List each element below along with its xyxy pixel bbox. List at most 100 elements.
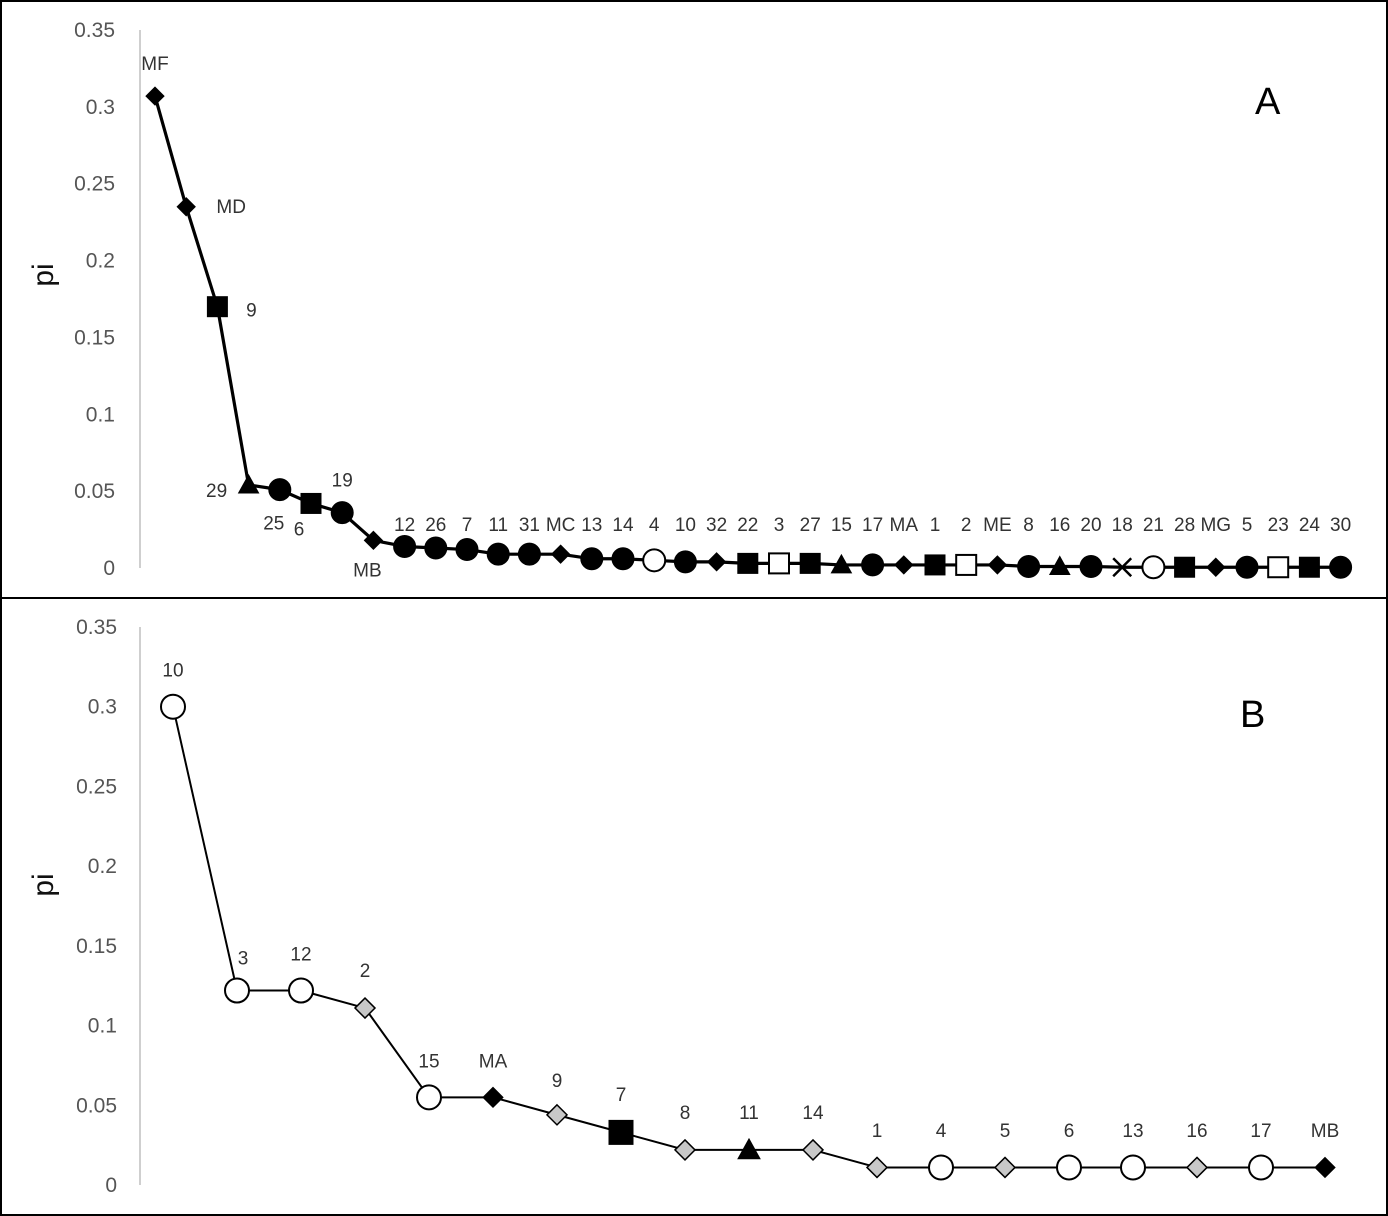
panel-a-marker-32 xyxy=(706,552,727,572)
panel-b-marker-15 xyxy=(416,1084,442,1111)
panel-b-marker-17 xyxy=(1248,1154,1274,1181)
panel-a-marker-15 xyxy=(830,553,853,574)
panel-a-marker-18 xyxy=(1112,557,1133,578)
panel-a-marker-13 xyxy=(580,547,604,571)
panel-b-point-label-13: 13 xyxy=(1122,1121,1143,1142)
panel-b-marker-4 xyxy=(928,1154,954,1181)
panel-a-marker-14 xyxy=(611,547,635,571)
panel-b-point-label-mb: MB xyxy=(1311,1121,1340,1142)
panel-b: B pi 00.050.10.150.20.250.30.35 103 12215… xyxy=(0,597,1388,1216)
panel-a-point-label-12: 12 xyxy=(394,515,415,536)
panel-b-y-tick-label: 0.2 xyxy=(88,855,117,878)
panel-a-markers xyxy=(145,86,1353,580)
panel-b-point-label-7: 7 xyxy=(616,1085,627,1106)
panel-a-marker-mb xyxy=(363,530,384,551)
panel-a-letter: A xyxy=(1255,81,1281,123)
panel-b-point-label-3: 3 xyxy=(238,948,249,969)
panel-a-marker-md xyxy=(176,197,196,217)
panel-a-marker-28 xyxy=(1174,556,1196,578)
panel-b-point-label-9: 9 xyxy=(552,1071,563,1092)
panel-a-marker-25 xyxy=(268,478,292,502)
panel-a-point-label-mf: MF xyxy=(141,54,168,75)
panel-b-y-axis-label: pi xyxy=(27,873,60,896)
panel-b-marker-2 xyxy=(353,996,377,1020)
panel-a-point-label-16: 16 xyxy=(1049,515,1070,536)
panel-a-marker-29 xyxy=(237,473,260,494)
panel-a-point-label-29: 29 xyxy=(206,481,227,502)
panel-b-point-label-6: 6 xyxy=(1064,1121,1075,1142)
panel-a-point-label-md: MD xyxy=(216,197,246,218)
panel-b-marker-13 xyxy=(1120,1154,1146,1181)
panel-a-point-label-4: 4 xyxy=(649,515,660,536)
panel-a-y-axis-label: pi xyxy=(27,263,60,286)
panel-a-point-label-11: 11 xyxy=(488,515,508,536)
panel-a-point-label-26: 26 xyxy=(425,515,446,536)
panel-a-marker-20 xyxy=(1079,554,1103,578)
panel-b-point-label-1: 1 xyxy=(872,1121,883,1142)
panel-b-marker-14 xyxy=(801,1138,825,1161)
panel-a-marker-16 xyxy=(1048,555,1071,575)
panel-a-point-label-3: 3 xyxy=(774,515,785,536)
panel-a-point-label-9: 9 xyxy=(246,301,257,322)
panel-b-marker-11 xyxy=(737,1137,761,1160)
panel-a-point-label-1: 1 xyxy=(930,515,941,536)
panel-b-point-label-4: 4 xyxy=(936,1121,947,1142)
panel-b-marker-9 xyxy=(545,1103,569,1126)
panel-b-point-label-15: 15 xyxy=(418,1051,439,1072)
panel-b-y-ticks: 0 0.05 0.1 0.15 0.2 0.25 0.3 0.35 xyxy=(76,616,117,1197)
panel-a-point-label-25: 25 xyxy=(263,514,284,535)
panel-a-point-label-mc: MC xyxy=(546,515,576,536)
panel-a-point-label-me: ME xyxy=(983,515,1012,536)
panel-a-marker-21 xyxy=(1141,555,1166,580)
panel-a-marker-17 xyxy=(861,553,885,577)
panel-b-point-label-11: 11 xyxy=(739,1103,759,1124)
panel-b-y-tick-label: 0.25 xyxy=(76,775,117,798)
panel-b-marker-12 xyxy=(288,977,314,1004)
panel-a-y-tick-label: 0.25 xyxy=(74,173,115,196)
panel-a-point-label-mg: MG xyxy=(1200,515,1231,536)
panel-a-marker-2 xyxy=(955,553,978,576)
panel-a-marker-23 xyxy=(1267,556,1290,579)
panel-b-marker-8 xyxy=(673,1138,697,1161)
panel-a-marker-3 xyxy=(768,552,790,575)
panel-a-y-tick-label: 0 xyxy=(103,557,115,580)
panel-a-y-tick-label: 0.2 xyxy=(86,250,115,273)
panel-a-marker-26 xyxy=(424,536,448,560)
panel-b-marker-3 xyxy=(224,977,250,1004)
panel-b-point-label-5: 5 xyxy=(1000,1121,1011,1142)
panel-a-marker-19 xyxy=(330,501,354,525)
panel-a-marker-11 xyxy=(486,542,510,566)
panel-a-point-label-21: 21 xyxy=(1143,515,1164,536)
panel-a-marker-9 xyxy=(206,296,228,318)
panel-a-point-label-14: 14 xyxy=(612,515,634,536)
panel-b-point-label-2: 2 xyxy=(360,961,371,982)
panel-a-point-label-8: 8 xyxy=(1023,515,1034,536)
panel-a-marker-12 xyxy=(393,534,417,558)
panel-b-y-tick-label: 0.3 xyxy=(88,696,117,719)
panel-a-marker-24 xyxy=(1298,556,1320,578)
panel-b-y-tick-label: 0 xyxy=(105,1174,117,1197)
panel-a-marker-me xyxy=(987,555,1008,575)
panel-a-marker-7 xyxy=(455,538,479,562)
panel-a-point-label-22: 22 xyxy=(737,515,758,536)
panel-a-marker-22 xyxy=(737,552,759,574)
panel-b-marker-mb xyxy=(1314,1156,1336,1179)
panel-a-point-label-6: 6 xyxy=(294,519,305,540)
panel-a-marker-mc xyxy=(550,544,571,564)
panel-a-point-label-23: 23 xyxy=(1268,515,1289,536)
panel-a-point-label-2: 2 xyxy=(961,515,972,536)
panel-a-point-label-24: 24 xyxy=(1299,515,1321,536)
panel-a-point-label-ma: MA xyxy=(890,515,919,536)
panel-b-point-label-14: 14 xyxy=(802,1103,824,1124)
panel-a-point-label-5: 5 xyxy=(1242,515,1253,536)
panel-b-point-label-16: 16 xyxy=(1186,1121,1207,1142)
panel-b-marker-ma xyxy=(482,1086,504,1109)
panel-a-y-tick-label: 0.05 xyxy=(74,480,115,503)
panel-a-marker-30 xyxy=(1329,555,1353,579)
panel-b-point-label-8: 8 xyxy=(680,1103,691,1124)
panel-a-marker-8 xyxy=(1017,554,1041,578)
panel-a-marker-31 xyxy=(517,542,541,566)
